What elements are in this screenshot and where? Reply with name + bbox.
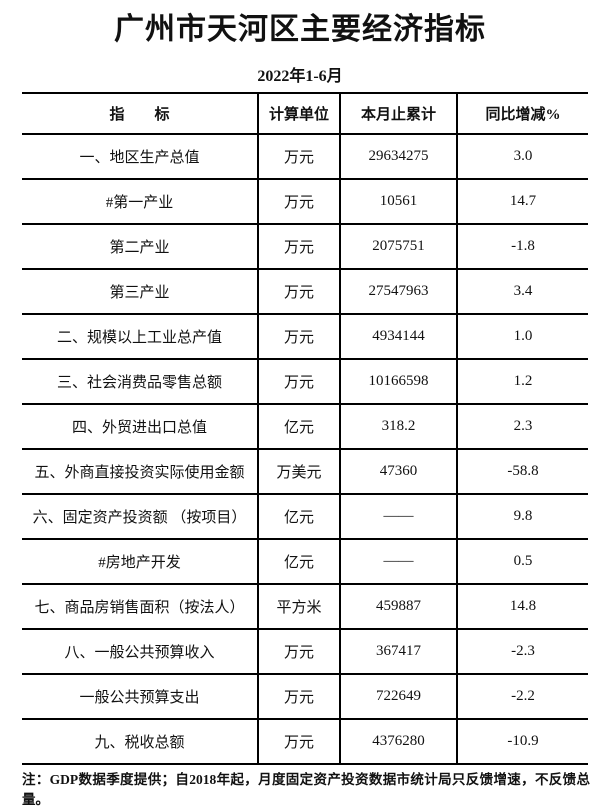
value-cell: 29634275 (339, 134, 457, 180)
value-cell: 722649 (339, 674, 457, 720)
header-indicator: 指 标 (22, 93, 258, 135)
indicators-table: 指 标 计算单位 本月止累计 同比增减% 一、地区生产总值 万元 2963427… (22, 92, 588, 765)
table-header-row: 指 标 计算单位 本月止累计 同比增减% (22, 93, 588, 135)
value-cell: 2075751 (339, 224, 457, 270)
yoy-cell: -10.9 (456, 719, 588, 765)
table-row: 七、商品房销售面积（按法人） 平方米 459887 14.8 (22, 584, 588, 630)
value-cell: —— (339, 539, 457, 585)
value-cell: 4376280 (339, 719, 457, 765)
yoy-cell: 1.0 (456, 314, 588, 360)
value-cell: 459887 (339, 584, 457, 630)
yoy-cell: -2.2 (456, 674, 588, 720)
unit-cell: 万元 (257, 179, 340, 225)
yoy-cell: 2.3 (456, 404, 588, 450)
unit-cell: 万元 (257, 134, 340, 180)
table-row: 三、社会消费品零售总额 万元 10166598 1.2 (22, 359, 588, 405)
yoy-cell: 14.7 (456, 179, 588, 225)
table-row: 二、规模以上工业总产值 万元 4934144 1.0 (22, 314, 588, 360)
header-cumulative: 本月止累计 (339, 93, 457, 135)
indicator-cell: 第三产业 (22, 269, 258, 315)
value-cell: 10166598 (339, 359, 457, 405)
value-cell: 367417 (339, 629, 457, 675)
table-row: 第三产业 万元 27547963 3.4 (22, 269, 588, 315)
unit-cell: 万美元 (257, 449, 340, 495)
value-cell: 4934144 (339, 314, 457, 360)
table-row: 四、外贸进出口总值 亿元 318.2 2.3 (22, 404, 588, 450)
indicator-cell: #房地产开发 (22, 539, 258, 585)
unit-cell: 万元 (257, 314, 340, 360)
unit-cell: 万元 (257, 269, 340, 315)
indicator-cell: 八、一般公共预算收入 (22, 629, 258, 675)
indicator-cell: 一、地区生产总值 (22, 134, 258, 180)
unit-cell: 亿元 (257, 539, 340, 585)
table-row: #第一产业 万元 10561 14.7 (22, 179, 588, 225)
header-yoy: 同比增减% (456, 93, 588, 135)
indicator-cell: 五、外商直接投资实际使用金额 (22, 449, 258, 495)
table-row: 一般公共预算支出 万元 722649 -2.2 (22, 674, 588, 720)
indicator-cell: 二、规模以上工业总产值 (22, 314, 258, 360)
indicator-cell: 九、税收总额 (22, 719, 258, 765)
unit-cell: 平方米 (257, 584, 340, 630)
table-row: #房地产开发 亿元 —— 0.5 (22, 539, 588, 585)
header-unit: 计算单位 (257, 93, 340, 135)
value-cell: 10561 (339, 179, 457, 225)
table-row: 五、外商直接投资实际使用金额 万美元 47360 -58.8 (22, 449, 588, 495)
value-cell: 318.2 (339, 404, 457, 450)
indicator-cell: 三、社会消费品零售总额 (22, 359, 258, 405)
indicator-cell: 七、商品房销售面积（按法人） (22, 584, 258, 630)
indicator-cell: #第一产业 (22, 179, 258, 225)
footnote: 注：GDP数据季度提供；自2018年起，月度固定资产投资数据市统计局只反馈增速，… (22, 772, 590, 807)
yoy-cell: -58.8 (456, 449, 588, 495)
unit-cell: 亿元 (257, 404, 340, 450)
indicator-cell: 四、外贸进出口总值 (22, 404, 258, 450)
page-subtitle: 2022年1-6月 (257, 68, 343, 85)
unit-cell: 万元 (257, 674, 340, 720)
yoy-cell: 14.8 (456, 584, 588, 630)
table-row: 一、地区生产总值 万元 29634275 3.0 (22, 134, 588, 180)
yoy-cell: 1.2 (456, 359, 588, 405)
yoy-cell: -2.3 (456, 629, 588, 675)
yoy-cell: 3.0 (456, 134, 588, 180)
yoy-cell: 3.4 (456, 269, 588, 315)
yoy-cell: 0.5 (456, 539, 588, 585)
yoy-cell: -1.8 (456, 224, 588, 270)
unit-cell: 万元 (257, 359, 340, 405)
indicator-cell: 六、固定资产投资额 （按项目） (22, 494, 258, 540)
indicator-cell: 一般公共预算支出 (22, 674, 258, 720)
indicator-cell: 第二产业 (22, 224, 258, 270)
yoy-cell: 9.8 (456, 494, 588, 540)
table-row: 八、一般公共预算收入 万元 367417 -2.3 (22, 629, 588, 675)
table-row: 六、固定资产投资额 （按项目） 亿元 —— 9.8 (22, 494, 588, 540)
unit-cell: 亿元 (257, 494, 340, 540)
table-row: 第二产业 万元 2075751 -1.8 (22, 224, 588, 270)
value-cell: 47360 (339, 449, 457, 495)
unit-cell: 万元 (257, 224, 340, 270)
value-cell: —— (339, 494, 457, 540)
unit-cell: 万元 (257, 719, 340, 765)
page-title: 广州市天河区主要经济指标 (114, 13, 486, 46)
table-row: 九、税收总额 万元 4376280 -10.9 (22, 719, 588, 765)
unit-cell: 万元 (257, 629, 340, 675)
value-cell: 27547963 (339, 269, 457, 315)
